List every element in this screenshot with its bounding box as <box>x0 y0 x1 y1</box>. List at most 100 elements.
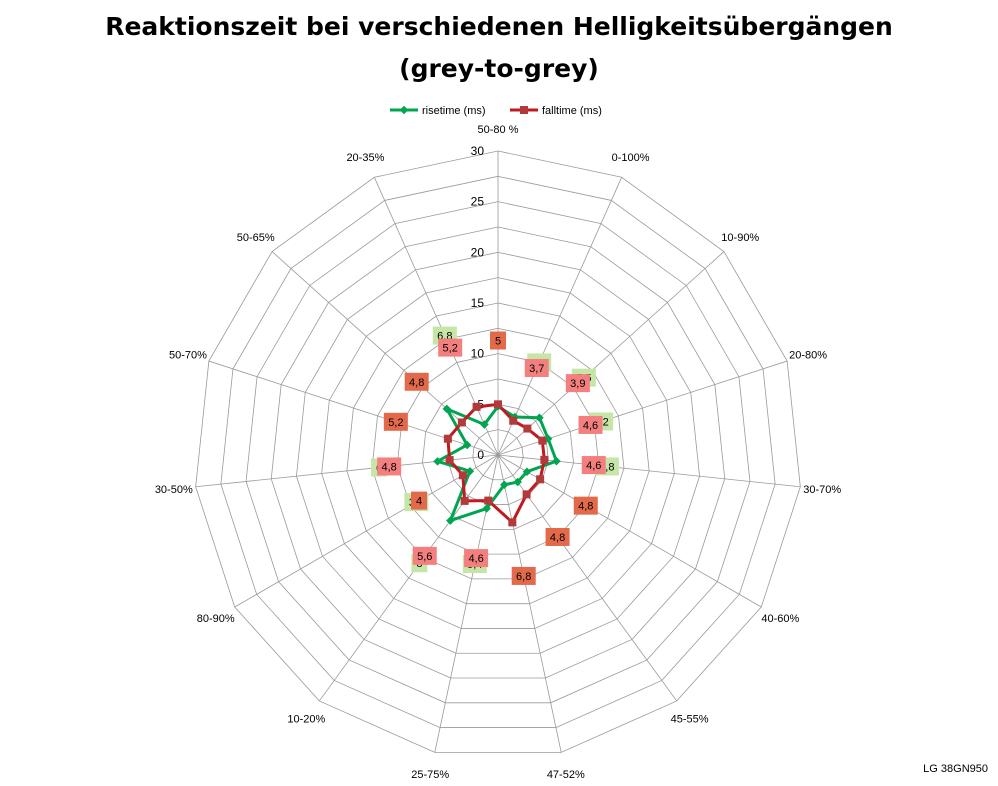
data-label-bg <box>581 456 606 475</box>
data-label-bg <box>377 457 402 476</box>
r-tick-label: 5 <box>477 397 484 411</box>
grid-ring <box>321 277 675 629</box>
grid-ring <box>245 201 751 704</box>
grid-spoke <box>497 454 801 488</box>
data-label-bg <box>524 358 549 377</box>
series-point <box>480 420 489 429</box>
series-line <box>446 402 546 524</box>
watermark: LG 38GN950 <box>923 763 988 775</box>
series-point <box>462 440 472 450</box>
grid-spoke <box>497 251 725 456</box>
series-point <box>446 516 455 525</box>
series-point <box>522 490 531 499</box>
series-point <box>442 404 452 414</box>
legend-marker <box>520 106 528 114</box>
data-label: 4 <box>411 491 428 510</box>
series-point <box>540 455 549 464</box>
data-label: 4,8 <box>404 372 429 391</box>
data-label: 5,6 <box>412 546 437 565</box>
data-label-bg <box>545 527 570 546</box>
grid-ring <box>346 302 650 605</box>
r-tick-label: 30 <box>471 144 485 158</box>
grid-ring <box>422 378 574 530</box>
category-label: 20-35% <box>346 152 384 164</box>
grid-ring <box>220 175 776 728</box>
legend-label: risetime (ms) <box>422 105 486 117</box>
data-label-bg <box>404 372 429 391</box>
series-point <box>509 416 518 425</box>
data-label-text: 4,6 <box>468 553 483 565</box>
r-tick-label: 15 <box>471 296 485 310</box>
grid-ring <box>296 251 700 654</box>
grid-ring <box>396 353 600 555</box>
data-label: 4,6 <box>581 456 606 475</box>
data-label-text: 4,8 <box>578 501 593 513</box>
data-label: 3,7 <box>524 358 549 377</box>
chart-title: Reaktionszeit bei verschiedenen Helligke… <box>105 12 893 41</box>
series-point <box>472 402 481 411</box>
category-label: 10-90% <box>721 232 759 244</box>
data-label-text: 4,6 <box>583 420 598 432</box>
grid-ring <box>371 327 625 580</box>
series-point <box>457 418 466 427</box>
grid-spoke <box>208 360 499 456</box>
series-point <box>508 518 517 527</box>
series-point <box>433 457 442 466</box>
data-label: 4,8 <box>545 527 570 546</box>
category-label: 50-80 % <box>478 124 519 136</box>
data-label: 4,6 <box>578 415 603 434</box>
category-label: 0-100% <box>612 152 650 164</box>
data-label: 5,2 <box>383 412 408 431</box>
data-label: 4,8 <box>377 457 402 476</box>
series-point <box>443 434 452 443</box>
data-label-text: 4,6 <box>586 460 601 472</box>
grid-spoke <box>318 454 499 702</box>
series-point <box>465 466 475 476</box>
category-label: 50-70% <box>169 349 207 361</box>
data-label-text: 6,8 <box>516 571 531 583</box>
data-label: 4,6 <box>464 549 489 568</box>
series-point <box>523 424 532 433</box>
data-label-bg <box>578 415 603 434</box>
series-1 <box>443 400 549 527</box>
series-point <box>552 456 561 466</box>
series-point <box>484 496 493 505</box>
data-label-bg <box>412 546 437 565</box>
data-label-bg <box>565 374 590 393</box>
grid-ring <box>270 226 726 679</box>
data-label-bg <box>464 549 489 568</box>
category-label: 30-50% <box>155 484 193 496</box>
category-label: 20-80% <box>789 349 827 361</box>
legend-marker <box>399 105 409 115</box>
data-label: 5 <box>490 331 506 350</box>
category-label: 80-90% <box>197 613 235 625</box>
category-label: 45-55% <box>671 714 709 726</box>
category-label: 50-65% <box>237 232 275 244</box>
data-label-text: 4,8 <box>409 377 424 389</box>
series-line <box>436 404 558 523</box>
data-label-bg <box>438 338 463 357</box>
chart-subtitle: (grey-to-grey) <box>399 54 599 83</box>
data-label-text: 5 <box>495 335 501 347</box>
category-label: 47-52% <box>547 769 585 781</box>
data-label-text: 5,6 <box>417 551 432 563</box>
series-point <box>536 475 545 484</box>
category-label: 25-75% <box>411 769 449 781</box>
data-label: 6,8 <box>511 566 536 585</box>
data-label-bg <box>383 412 408 431</box>
r-tick-label: 25 <box>471 195 485 209</box>
data-label-text: 5,2 <box>388 417 403 429</box>
data-label-bg <box>490 331 506 350</box>
data-label-text: 4,8 <box>550 532 565 544</box>
category-label: 10-20% <box>287 714 325 726</box>
category-label: 40-60% <box>761 613 799 625</box>
data-label: 5,2 <box>438 338 463 357</box>
r-tick-label: 10 <box>471 347 485 361</box>
r-tick-label: 0 <box>477 448 484 462</box>
grid-ring <box>195 150 801 753</box>
data-label-bg <box>511 566 536 585</box>
radar-grid <box>195 150 801 753</box>
series-point <box>460 496 469 505</box>
series-point <box>445 456 454 465</box>
